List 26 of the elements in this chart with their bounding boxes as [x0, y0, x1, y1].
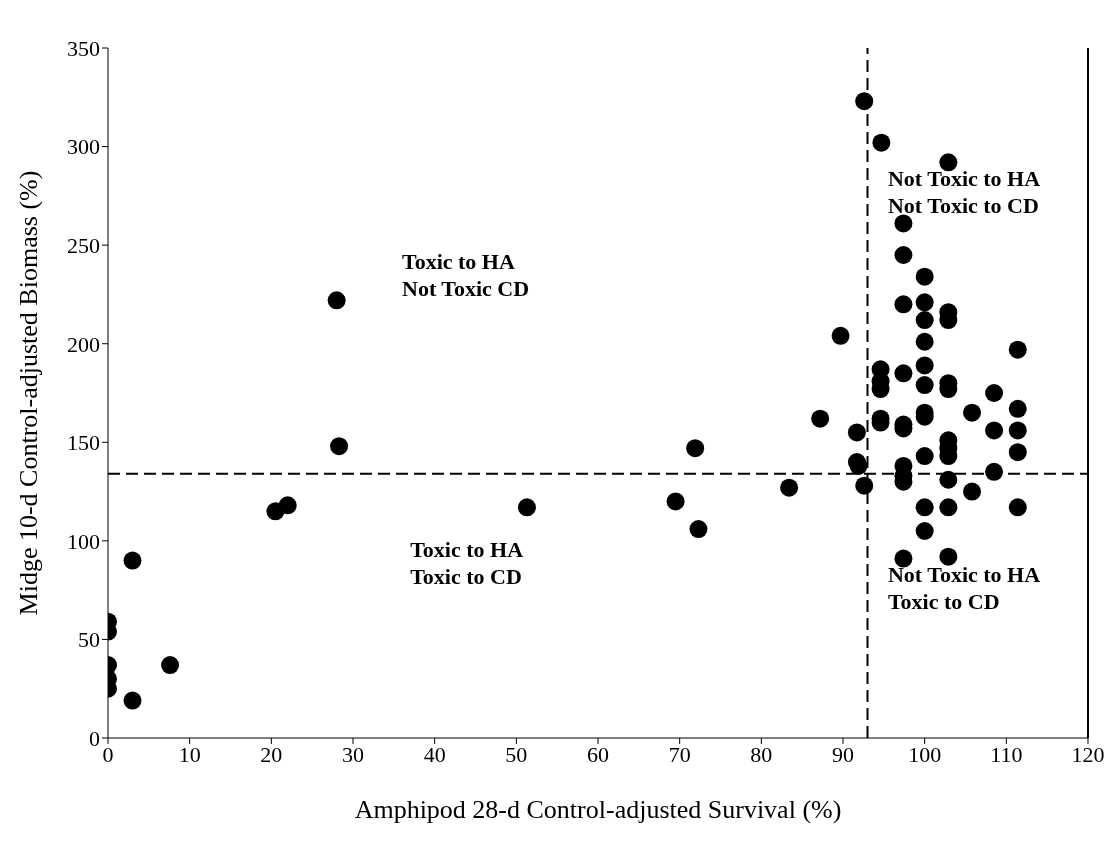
y-tick-label: 300 [67, 134, 100, 160]
annotation: Toxic to HA Toxic to CD [410, 536, 524, 589]
x-tick-label: 110 [990, 741, 1023, 767]
x-tick-label: 70 [668, 741, 691, 767]
x-tick-label: 30 [342, 741, 364, 767]
x-tick-label: 100 [908, 741, 942, 767]
x-tick-label: 50 [505, 741, 528, 767]
x-tick-label: 90 [832, 741, 854, 767]
annotation: Toxic to HA Not Toxic CD [402, 248, 530, 301]
y-tick-label: 350 [67, 35, 100, 61]
x-tick-label: 40 [423, 741, 446, 767]
x-tick-label: 120 [1071, 741, 1105, 767]
y-tick-label: 200 [67, 331, 100, 357]
y-tick-label: 100 [67, 528, 100, 554]
x-tick-label: 20 [260, 741, 283, 767]
y-tick-label: 50 [78, 627, 100, 653]
y-axis-title: Midge 10-d Control-adjusted Biomass (%) [14, 170, 44, 616]
y-tick-label: 0 [89, 725, 100, 751]
y-tick-label: 250 [67, 232, 100, 258]
annotation: Not Toxic to HA Not Toxic to CD [887, 166, 1041, 218]
x-axis-title: Amphipod 28-d Control-adjusted Survival (%) [354, 795, 842, 824]
y-tick-label: 150 [67, 430, 100, 456]
x-tick-label: 10 [178, 741, 201, 767]
annotation: Not Toxic to HA Toxic to CD [887, 562, 1041, 615]
x-tick-label: 80 [750, 741, 773, 767]
x-tick-label: 60 [587, 741, 609, 767]
